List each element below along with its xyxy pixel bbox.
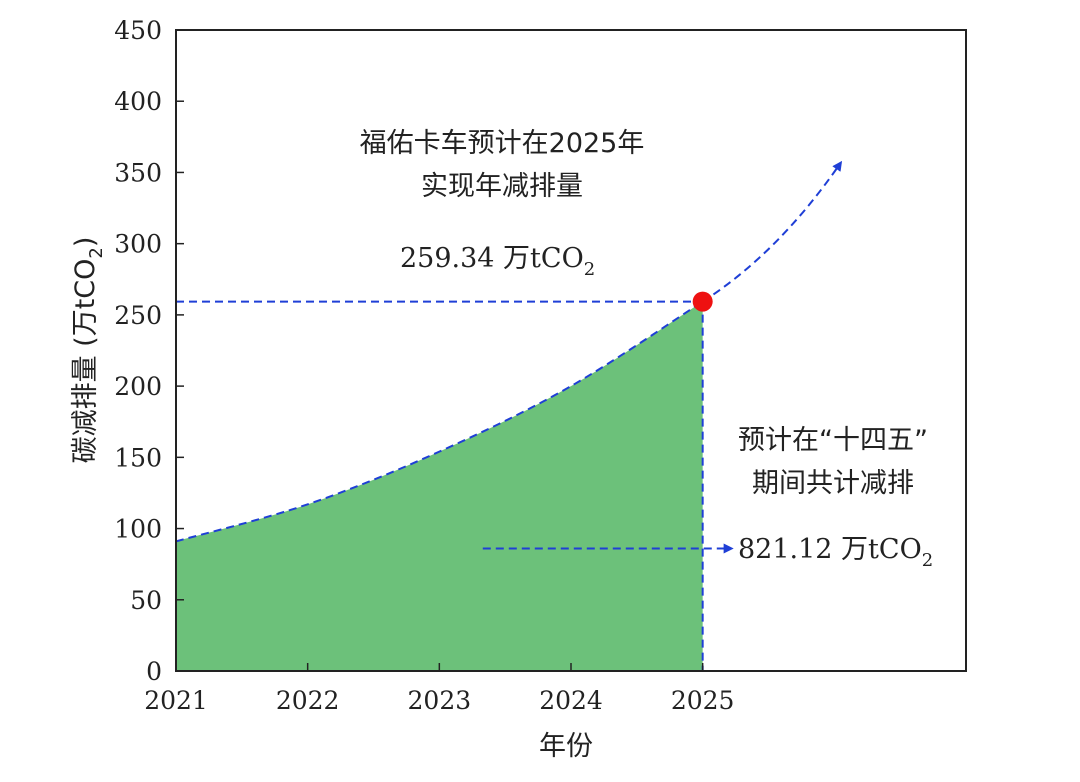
annotation-total-value: 821.12 万tCO2 — [738, 534, 933, 571]
y-tick-label: 350 — [114, 158, 162, 187]
series-line — [175, 300, 704, 543]
x-axis-title: 年份 — [539, 731, 593, 762]
y-tick-label: 300 — [114, 230, 162, 259]
x-tick-label: 2022 — [276, 686, 340, 715]
y-axis-title: 碳减排量 (万tCO2) — [70, 237, 107, 464]
subscript-2: 2 — [922, 550, 933, 571]
annotation-total-line2: 期间共计减排 — [752, 468, 914, 499]
y-tick-label: 150 — [114, 443, 162, 472]
y-tick-label: 0 — [146, 657, 162, 686]
x-tick-label: 2023 — [408, 686, 472, 715]
x-tick-label: 2021 — [144, 686, 208, 715]
subscript-2: 2 — [86, 247, 107, 258]
y-tick-label: 400 — [114, 87, 162, 116]
y-tick-label: 50 — [130, 586, 162, 615]
annotation-target-line2: 实现年减排量 — [421, 171, 583, 202]
y-tick-label: 250 — [114, 301, 162, 330]
highlight-point-2025 — [692, 291, 713, 312]
projection-arrow — [702, 160, 843, 303]
y-tick-label: 450 — [114, 16, 162, 45]
annotation-target-line1: 福佑卡车预计在2025年 — [360, 128, 645, 159]
annotation-total-line1: 预计在“十四五” — [738, 425, 928, 456]
annotation-target-value: 259.34 万tCO2 — [400, 243, 595, 280]
y-tick-label: 100 — [114, 515, 162, 544]
subscript-2: 2 — [584, 259, 595, 280]
y-tick-label: 200 — [114, 372, 162, 401]
x-tick-label: 2024 — [539, 686, 603, 715]
area-fill — [176, 301, 703, 671]
x-tick-label: 2025 — [671, 686, 735, 715]
